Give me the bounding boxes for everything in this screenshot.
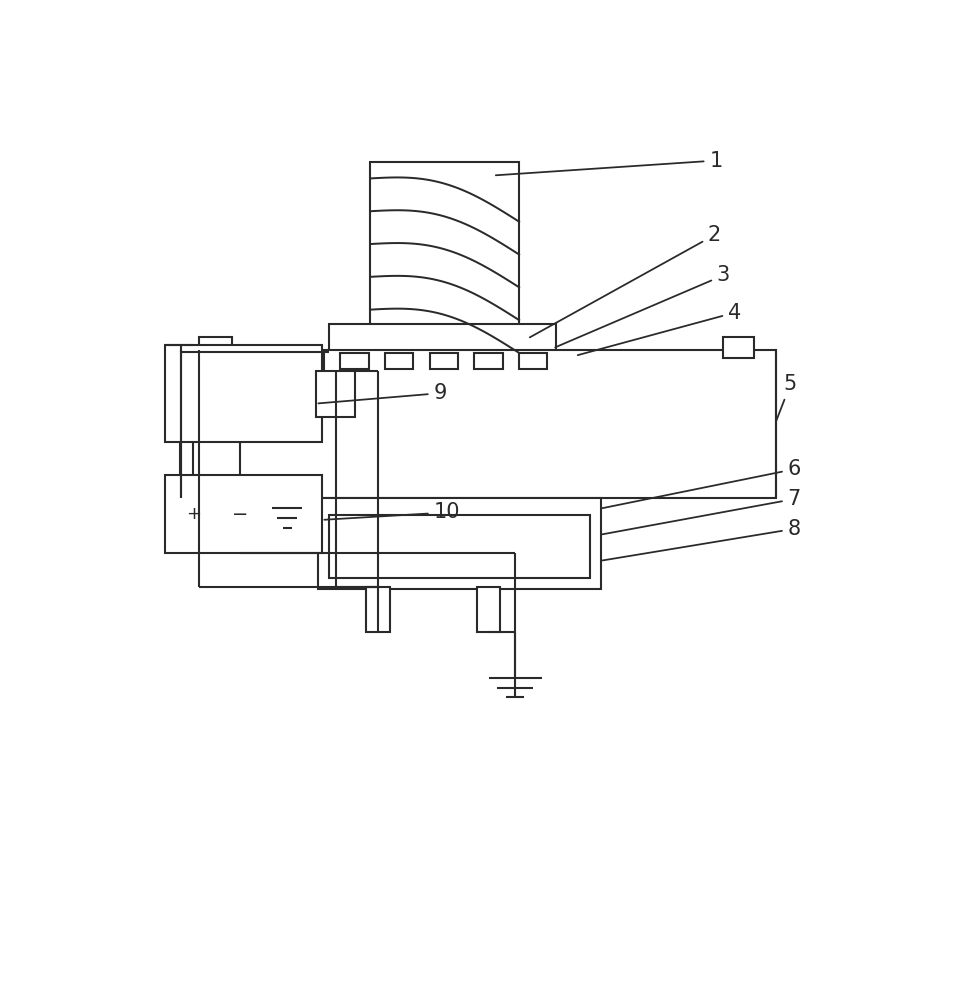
- Bar: [329, 324, 555, 352]
- Bar: [370, 162, 519, 326]
- Text: −: −: [232, 505, 248, 524]
- Bar: [476, 587, 500, 632]
- Text: 7: 7: [602, 489, 800, 534]
- Text: 5: 5: [775, 374, 797, 422]
- Bar: [198, 337, 232, 358]
- Text: 10: 10: [324, 502, 459, 522]
- Bar: [317, 498, 601, 589]
- Bar: [384, 353, 413, 369]
- Bar: [180, 350, 776, 498]
- Bar: [329, 515, 589, 578]
- Bar: [430, 353, 457, 369]
- Text: 3: 3: [554, 265, 729, 347]
- Text: +: +: [185, 505, 201, 523]
- Bar: [165, 475, 321, 553]
- Bar: [474, 353, 503, 369]
- Text: 2: 2: [530, 225, 720, 337]
- Text: 4: 4: [578, 303, 740, 355]
- Text: 8: 8: [602, 519, 800, 560]
- Bar: [165, 345, 321, 442]
- Bar: [366, 587, 390, 632]
- Bar: [316, 371, 355, 417]
- Bar: [519, 353, 547, 369]
- Text: 6: 6: [602, 459, 801, 508]
- Text: 1: 1: [495, 151, 722, 175]
- Bar: [340, 353, 368, 369]
- Text: 9: 9: [318, 383, 446, 403]
- Bar: [295, 353, 324, 369]
- Bar: [722, 337, 753, 358]
